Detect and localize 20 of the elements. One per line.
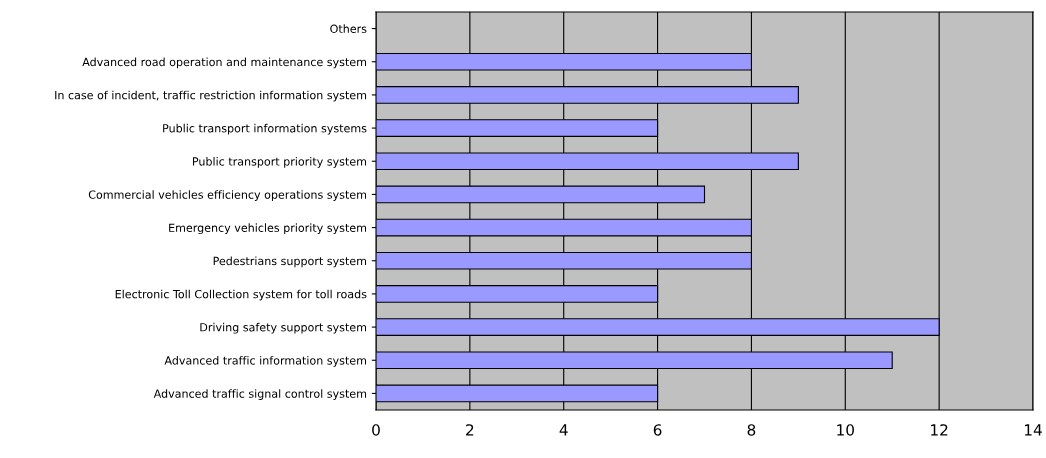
x-tick-label: 8 [747,424,756,436]
x-tick-label: 14 [1024,424,1042,436]
y-tick-label: Others [330,24,367,33]
y-tick-label: Emergency vehicles priority system [169,223,367,235]
x-tick-label: 4 [559,424,568,436]
y-tick-label: Electronic Toll Collection system for toll roads [115,289,367,301]
x-tick-label: 0 [372,424,380,436]
y-tick-label: Advanced traffic signal control system [153,389,367,400]
y-tick-label: Public transport priority system [192,157,367,168]
y-tick-label: Driving safety support system [200,322,367,334]
y-tick-label: Advanced traffic information system [164,356,367,367]
y-tick-label: Public transport information systems [163,123,367,135]
x-tick-label: 10 [837,424,854,436]
y-tick-label: Pedestrians support system [213,256,367,268]
x-tick-label: 2 [466,424,474,436]
y-tick-label: Commercial vehicles efficiency operations system [88,190,367,201]
y-tick-label: In case of incident, traffic restriction information system [55,90,367,102]
y-tick-label: Advanced road operation and maintenance system [82,57,367,69]
x-tick-label: 6 [653,424,662,436]
x-tick-label: 12 [931,424,948,436]
